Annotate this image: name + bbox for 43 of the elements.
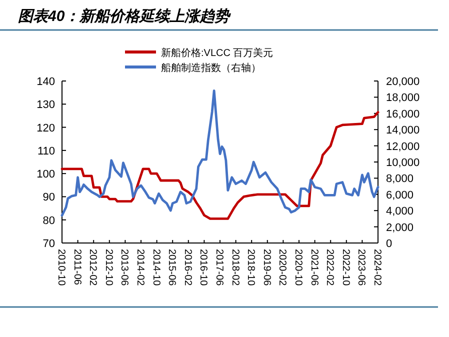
x-tick-label: 2016-10 [198,249,209,286]
y-tick-label: 120 [36,122,55,134]
y2-tick-label: 20,000 [386,76,420,88]
x-tick-label: 2014-10 [150,249,162,286]
y2-tick-label: 8,000 [386,173,414,186]
x-tick-label: 2013-06 [118,249,130,286]
legend-label: 船舶制造指数（右轴） [161,62,261,74]
y-tick-label: 70 [42,238,55,250]
y2-tick-label: 16,000 [386,108,420,120]
y-tick-label: 80 [42,214,55,227]
x-tick-label: 2020-10 [292,249,304,286]
x-tick-label: 2017-06 [214,249,224,286]
y-tick-label: 90 [42,192,55,204]
chart-title: 图表40：新船价格延续上涨趋势 [18,7,232,25]
x-tick-label: 2010-10 [56,249,66,286]
x-tick-label: 2012-10 [102,249,114,286]
y-tick-label: 140 [36,76,55,88]
y-tick-label: 130 [36,99,55,112]
x-tick-label: 2019-06 [260,249,272,286]
y-tick-label: 110 [37,145,55,158]
x-tick-label: 2024-02 [372,249,382,286]
x-tick-label: 2021-06 [308,249,320,286]
x-tick-label: 2012-02 [87,249,98,286]
x-tick-label: 2016-02 [182,249,193,286]
y2-tick-label: 18,000 [386,92,420,104]
y2-tick-label: 14,000 [386,124,420,137]
y2-tick-label: 6,000 [386,189,414,202]
x-tick-label: 2018-10 [245,249,256,286]
x-tick-label: 2023-06 [356,249,367,286]
y2-tick-label: 4,000 [386,206,414,218]
x-tick-label: 2014-02 [134,249,146,286]
x-tick-label: 2015-06 [166,249,178,286]
y2-tick-label: 10,000 [386,157,420,169]
x-tick-label: 2022-10 [340,249,351,286]
x-tick-label: 2020-02 [276,249,288,286]
x-tick-label: 2022-02 [324,249,336,286]
y-tick-label: 100 [36,168,55,181]
x-tick-label: 2018-02 [229,249,240,286]
y2-tick-label: 12,000 [386,140,420,153]
y2-tick-label: 2,000 [386,222,414,234]
y2-tick-label: 0 [386,238,392,250]
legend-label: 新船价格:VLCC 百万美元 [161,47,274,59]
x-tick-label: 2011-06 [71,249,82,286]
